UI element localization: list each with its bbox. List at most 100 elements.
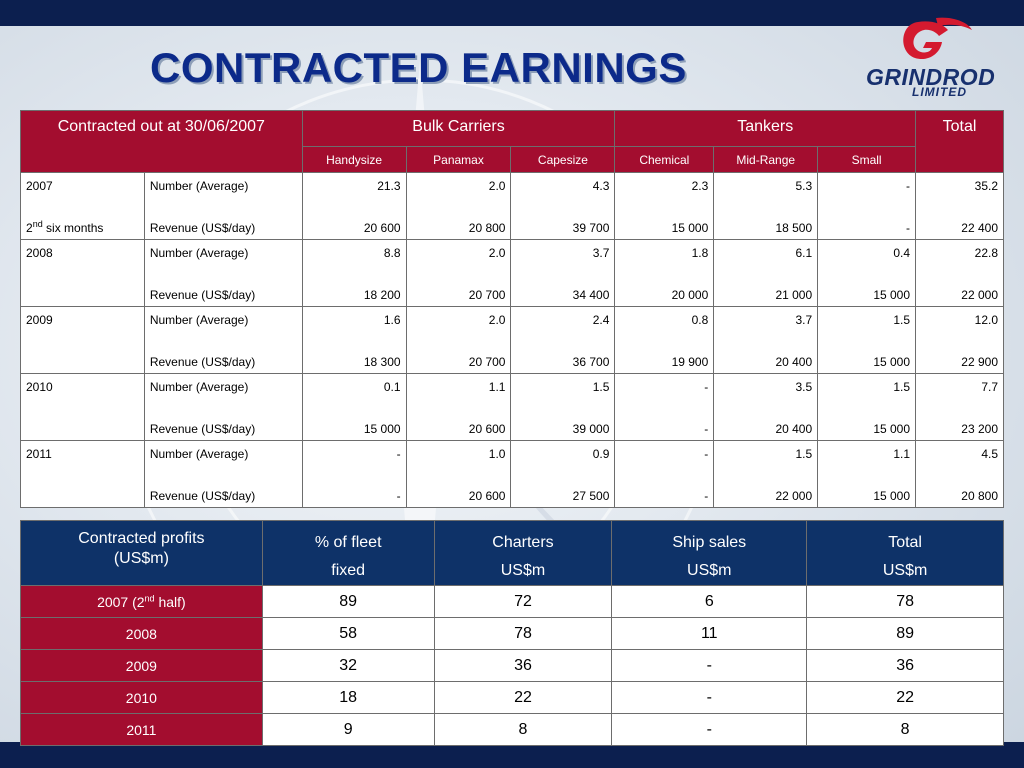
revenue-cell: 18 300 xyxy=(301,347,407,374)
profits-column-header: % of fleet fixed xyxy=(261,520,435,586)
value-cell-text: 58 xyxy=(339,624,358,642)
value-cell: 8 xyxy=(806,713,1004,746)
number-cell-text: 0.8 xyxy=(691,313,709,327)
number-cell-text: 2.3 xyxy=(691,179,709,193)
profits-column-header: Charters US$m xyxy=(433,520,613,586)
table-row: 2011 9 8 - 8 xyxy=(20,713,1004,746)
revenue-cell: 15 000 xyxy=(817,347,917,374)
period-label-text-tail: six months xyxy=(42,221,104,235)
value-cell: 89 xyxy=(261,585,435,618)
value-cell-text: 36 xyxy=(514,656,532,674)
year-cell-text: 2011 xyxy=(26,447,52,461)
number-cell-text: 2.0 xyxy=(488,313,506,327)
number-cell: 8.8 xyxy=(301,239,407,280)
value-cell-text: - xyxy=(706,688,712,706)
period-label-superscript: nd xyxy=(32,219,43,229)
metric-label: Revenue (US$/day) xyxy=(143,280,303,307)
value-cell: 6 xyxy=(611,585,808,618)
value-cell-text: 8 xyxy=(518,720,528,738)
metric-label: Revenue (US$/day) xyxy=(143,481,303,508)
slide-title: CONTRACTED EARNINGS xyxy=(150,44,687,91)
revenue-cell-text: 15 000 xyxy=(873,422,911,436)
period-cell xyxy=(20,280,145,307)
value-cell: 18 xyxy=(261,681,435,714)
table-row: 2009 Number (Average) 1.6 2.0 2.4 0.8 3.7 1.5 12… xyxy=(20,306,1004,347)
year-cell-text: 2007 xyxy=(26,179,53,193)
value-cell: 72 xyxy=(433,585,613,618)
revenue-cell-text: 34 400 xyxy=(572,288,610,302)
table-row: 2nd six months Revenue (US$/day) 20 600 20 … xyxy=(20,213,1004,240)
metric-label: Number (Average) xyxy=(143,306,303,347)
value-cell: 78 xyxy=(433,617,613,650)
year-cell: 2011 xyxy=(20,440,145,481)
revenue-cell: 20 400 xyxy=(713,414,819,441)
subcolumn-header: Panamax xyxy=(405,146,512,173)
revenue-cell: 34 400 xyxy=(510,280,616,307)
bottom-bar xyxy=(0,742,1024,768)
revenue-cell: - xyxy=(301,481,407,508)
revenue-cell: 22 900 xyxy=(915,347,1004,374)
corner-header: Contracted out at 30/06/2007 xyxy=(20,110,303,173)
number-cell-text: 8.8 xyxy=(383,246,401,260)
year-cell: 2009 xyxy=(20,306,145,347)
table-row: 2008 58 78 11 89 xyxy=(20,617,1004,650)
value-cell-text: 72 xyxy=(514,592,532,610)
revenue-cell-text: 15 000 xyxy=(873,489,911,503)
number-cell: 1.8 xyxy=(614,239,715,280)
revenue-cell: 15 000 xyxy=(614,213,715,240)
revenue-cell-text: 27 500 xyxy=(572,489,610,503)
group-header-tankers: Tankers xyxy=(614,110,917,147)
profits-table-body: 2007 (2nd half) 89 72 6 78 2008 58 78 11 89 2009 32… xyxy=(20,585,1004,746)
grindrod-logo-icon xyxy=(903,17,972,60)
revenue-cell-text: 15 000 xyxy=(873,355,911,369)
header-line1: Ship sales xyxy=(672,534,747,551)
table-row: Revenue (US$/day) - 20 600 27 500 - 22 000 15 … xyxy=(20,481,1004,508)
period-cell xyxy=(20,481,145,508)
revenue-cell-text: 20 400 xyxy=(775,355,813,369)
period-label-text: 2008 xyxy=(125,625,157,642)
number-cell-text: 2.0 xyxy=(488,179,506,193)
revenue-cell-text: 20 400 xyxy=(775,422,813,436)
period-label-text: 2010 xyxy=(125,689,157,706)
number-cell-text: 2.4 xyxy=(592,313,610,327)
header-line2: US$m xyxy=(882,562,928,579)
number-cell-text: 5.3 xyxy=(795,179,813,193)
revenue-cell-text: - xyxy=(906,221,911,235)
value-cell: 32 xyxy=(261,649,435,682)
header-line2: US$m xyxy=(500,562,546,579)
metric-label: Number (Average) xyxy=(143,172,303,213)
subcolumn-header: Small xyxy=(817,146,917,173)
period-label-cell: 2007 (2nd half) xyxy=(20,585,263,618)
header-line2: US$m xyxy=(687,562,732,579)
number-cell: 2.4 xyxy=(510,306,616,347)
metric-label-text: Revenue (US$/day) xyxy=(149,489,256,503)
value-cell: 58 xyxy=(261,617,435,650)
revenue-cell-text: 18 500 xyxy=(775,221,813,235)
revenue-cell-text: 18 200 xyxy=(363,288,401,302)
revenue-cell: 39 000 xyxy=(510,414,616,441)
value-cell: 8 xyxy=(433,713,613,746)
value-cell-text: - xyxy=(706,720,712,738)
value-cell-text: 32 xyxy=(339,656,358,674)
number-cell: 5.3 xyxy=(713,172,819,213)
value-cell-text: 18 xyxy=(339,688,358,706)
number-cell: 7.7 xyxy=(915,373,1004,414)
number-cell-text: 35.2 xyxy=(974,179,998,193)
revenue-cell: 20 600 xyxy=(301,213,407,240)
number-cell: 4.5 xyxy=(915,440,1004,481)
table-row: 2010 Number (Average) 0.1 1.1 1.5 - 3.5 1.5 7.7 xyxy=(20,373,1004,414)
value-cell-text: 22 xyxy=(896,688,914,706)
number-cell-text: 2.0 xyxy=(488,246,506,260)
metric-label: Number (Average) xyxy=(143,373,303,414)
year-cell-text: 2010 xyxy=(26,380,53,394)
number-cell-text: 4.3 xyxy=(592,179,610,193)
revenue-cell: 20 000 xyxy=(614,280,715,307)
metric-label-text: Number (Average) xyxy=(149,313,249,327)
number-cell: - xyxy=(301,440,407,481)
value-cell-text: 78 xyxy=(514,624,532,642)
metric-label-text: Number (Average) xyxy=(149,447,249,461)
number-cell-text: 1.1 xyxy=(488,380,506,394)
metric-label: Number (Average) xyxy=(143,239,303,280)
value-cell: 11 xyxy=(611,617,808,650)
number-cell: 1.0 xyxy=(405,440,512,481)
